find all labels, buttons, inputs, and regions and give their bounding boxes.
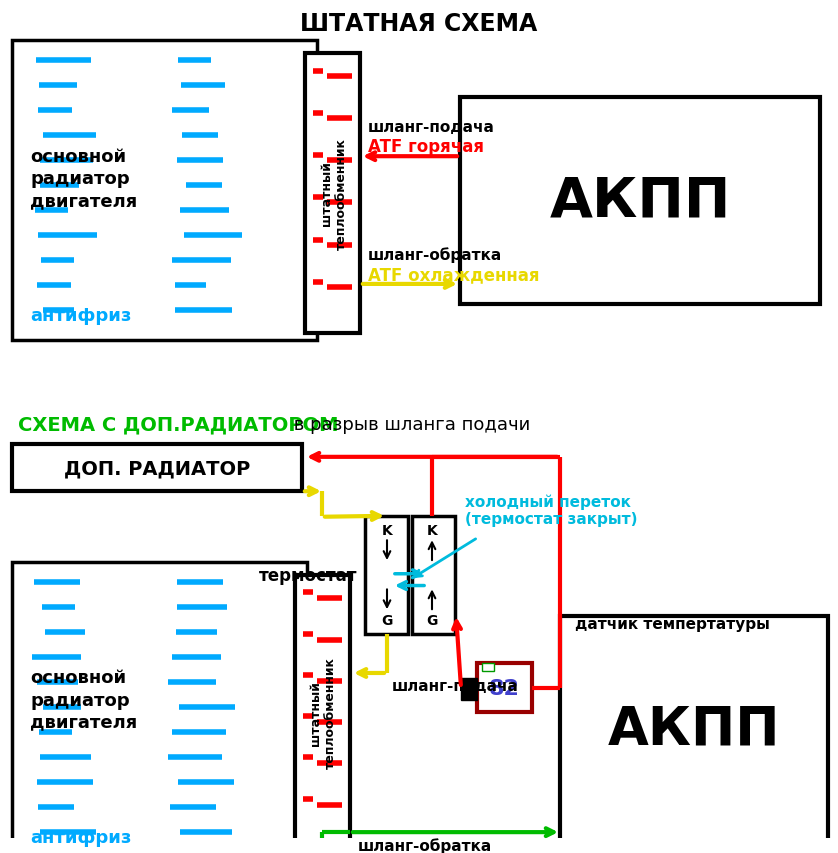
Text: СХЕМА С ДОП.РАДИАТОРОМ: СХЕМА С ДОП.РАДИАТОРОМ — [18, 415, 339, 434]
Text: АКПП: АКПП — [550, 174, 731, 228]
Text: ATF охлажденная: ATF охлажденная — [368, 266, 540, 284]
Text: ДОП. РАДИАТОР: ДОП. РАДИАТОР — [64, 459, 250, 478]
Bar — [12, 41, 317, 340]
Text: штатный
теплообменник: штатный теплообменник — [319, 138, 348, 250]
Text: основной
радиатор
двигателя: основной радиатор двигателя — [30, 148, 137, 210]
Text: штатный
теплообменник: штатный теплообменник — [308, 657, 337, 769]
Bar — [560, 616, 828, 842]
Text: основной
радиатор
двигателя: основной радиатор двигателя — [30, 669, 137, 731]
Text: датчик темпертатуры: датчик темпертатуры — [575, 616, 770, 631]
Text: антифриз: антифриз — [30, 307, 132, 325]
Text: 82: 82 — [489, 678, 520, 698]
Bar — [477, 664, 532, 712]
Text: АКПП: АКПП — [608, 703, 780, 755]
Bar — [412, 516, 455, 634]
Text: G: G — [427, 613, 437, 627]
Bar — [482, 664, 494, 671]
Bar — [365, 516, 408, 634]
Text: K: K — [381, 523, 392, 537]
Text: шланг-подача: шланг-подача — [392, 678, 519, 693]
Bar — [305, 54, 360, 334]
Text: шланг-обратка: шланг-обратка — [368, 247, 502, 263]
Bar — [12, 444, 302, 491]
Text: K: K — [427, 523, 437, 537]
Bar — [460, 98, 820, 305]
Text: шланг-обратка: шланг-обратка — [358, 837, 492, 853]
Bar — [295, 575, 350, 850]
Bar — [12, 562, 307, 853]
Bar — [461, 678, 477, 699]
Text: G: G — [381, 613, 393, 627]
Text: шланг-подача: шланг-подача — [368, 120, 495, 135]
Text: термостат: термостат — [258, 566, 357, 584]
Text: холодный переток
(термостат закрыт): холодный переток (термостат закрыт) — [465, 494, 638, 526]
Text: ATF горячая: ATF горячая — [368, 138, 484, 156]
Text: ШТАТНАЯ СХЕМА: ШТАТНАЯ СХЕМА — [300, 12, 538, 36]
Text: в разрыв шланга подачи: в разрыв шланга подачи — [288, 415, 530, 433]
Text: антифриз: антифриз — [30, 828, 132, 846]
